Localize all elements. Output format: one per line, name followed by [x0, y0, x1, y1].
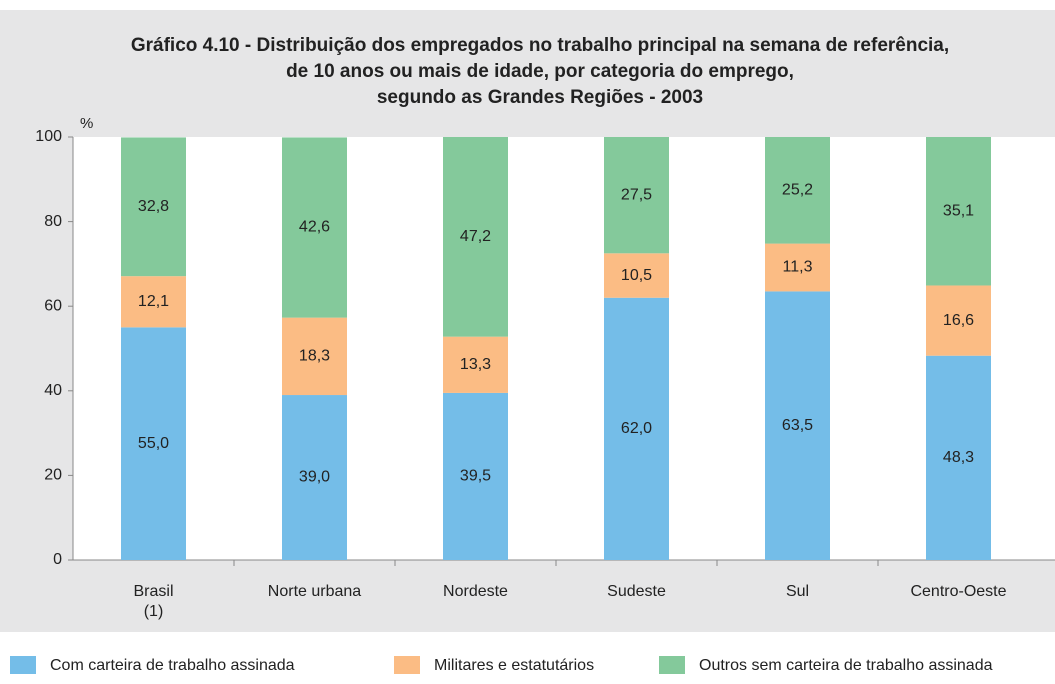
legend-label: Militares e estatutários [434, 657, 594, 674]
data-label: 18,3 [299, 348, 330, 365]
legend-swatch [659, 656, 685, 674]
y-tick-label: 20 [44, 467, 62, 484]
bar-segment [926, 355, 991, 560]
data-label: 42,6 [299, 219, 330, 236]
legend-label: Com carteira de trabalho assinada [50, 657, 295, 674]
bar-segment [926, 137, 991, 286]
bar-segment [121, 327, 186, 560]
bar-segment [282, 317, 347, 396]
chart-title: segundo as Grandes Regiões - 2003 [377, 87, 703, 108]
y-tick-label: 40 [44, 382, 62, 399]
bar-segment [765, 137, 830, 244]
bar-segment [604, 297, 669, 560]
data-label: 16,6 [943, 312, 974, 329]
y-tick-label: 0 [53, 551, 62, 568]
x-tick-label: Centro-Oeste [910, 583, 1007, 600]
data-label: 39,5 [460, 468, 491, 485]
bar-segment [443, 392, 508, 560]
data-label: 35,1 [943, 202, 974, 219]
data-label: 10,5 [621, 267, 652, 284]
y-tick-label: 80 [44, 213, 62, 230]
y-axis-label: % [80, 115, 93, 132]
bar-segment [926, 285, 991, 356]
chart-title: Gráfico 4.10 - Distribuição dos empregad… [131, 35, 949, 56]
data-label: 55,0 [138, 435, 169, 452]
bar-segment [121, 137, 186, 277]
bar-segment [765, 291, 830, 560]
bar-segment [443, 137, 508, 337]
legend-swatch [394, 656, 420, 674]
y-tick-label: 60 [44, 297, 62, 314]
x-tick-label: Norte urbana [267, 583, 362, 600]
y-tick-label: 100 [35, 128, 62, 145]
data-label: 39,0 [299, 469, 330, 486]
data-label: 48,3 [943, 449, 974, 466]
bar-segment [282, 395, 347, 560]
data-label: 63,5 [782, 417, 813, 434]
data-label: 11,3 [783, 259, 813, 276]
bar-segment [765, 243, 830, 292]
legend-swatch [10, 656, 36, 674]
bar-segment [604, 137, 669, 254]
x-tick-label: Sudeste [607, 583, 666, 600]
x-tick-label: Brasil (1) [133, 583, 174, 620]
bar-segment [282, 137, 347, 318]
data-label: 62,0 [621, 420, 652, 437]
bar-segment [604, 253, 669, 298]
data-label: 27,5 [621, 186, 652, 203]
bar-segment [443, 336, 508, 393]
data-label: 13,3 [460, 356, 491, 373]
x-tick-label: Sul [785, 583, 810, 600]
data-label: 25,2 [782, 182, 813, 199]
legend-label: Outros sem carteira de trabalho assinada [699, 657, 993, 674]
data-label: 47,2 [460, 228, 491, 245]
data-label: 12,1 [138, 293, 169, 310]
chart-title: de 10 anos ou mais de idade, por categor… [286, 61, 794, 82]
x-tick-label: Nordeste [443, 583, 508, 600]
plot-area [73, 137, 1055, 560]
data-label: 32,8 [138, 198, 169, 215]
bar-segment [121, 276, 186, 328]
